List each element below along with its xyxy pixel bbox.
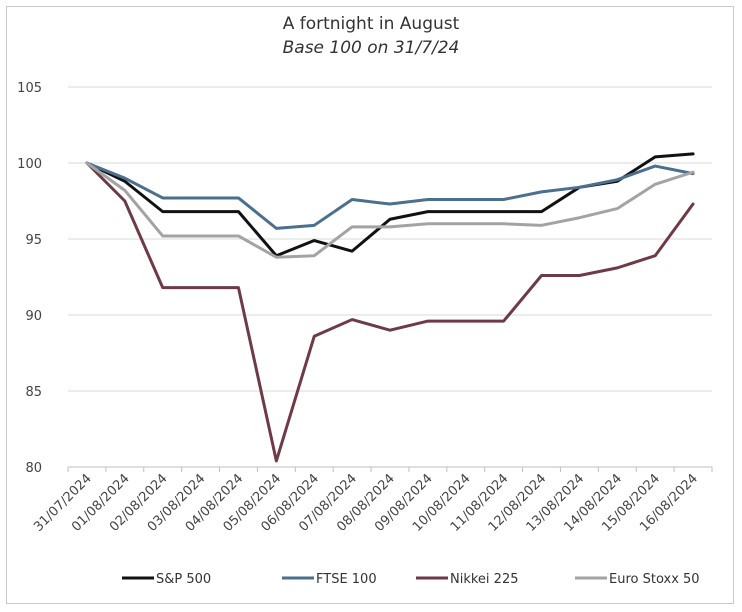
y-tick-label: 85 xyxy=(25,385,42,400)
y-tick-label: 100 xyxy=(17,157,42,172)
y-tick-label: 90 xyxy=(25,309,42,324)
legend-label: Euro Stoxx 50 xyxy=(609,572,700,587)
y-tick-label: 105 xyxy=(17,81,42,96)
legend-label: FTSE 100 xyxy=(316,572,377,587)
series-line-3 xyxy=(85,161,695,259)
y-tick-label: 95 xyxy=(25,233,42,248)
legend-label: S&P 500 xyxy=(156,572,211,587)
axes xyxy=(67,466,713,472)
chart-frame xyxy=(6,6,734,604)
gridlines xyxy=(68,86,712,392)
chart-title: A fortnight in August xyxy=(282,14,460,34)
y-tick-label: 80 xyxy=(25,461,42,476)
y-tick-labels: 80 85 90 95 100 105 xyxy=(17,81,42,476)
legend: S&P 500 FTSE 100 Nikkei 225 Euro Stoxx 50 xyxy=(122,572,700,587)
legend-label: Nikkei 225 xyxy=(450,572,519,587)
series-line-2 xyxy=(85,161,695,463)
x-tick-labels: 31/07/202401/08/202402/08/202403/08/2024… xyxy=(31,471,701,535)
chart-subtitle: Base 100 on 31/7/24 xyxy=(282,38,460,58)
series-lines xyxy=(85,152,695,463)
series-line-1 xyxy=(85,161,695,230)
